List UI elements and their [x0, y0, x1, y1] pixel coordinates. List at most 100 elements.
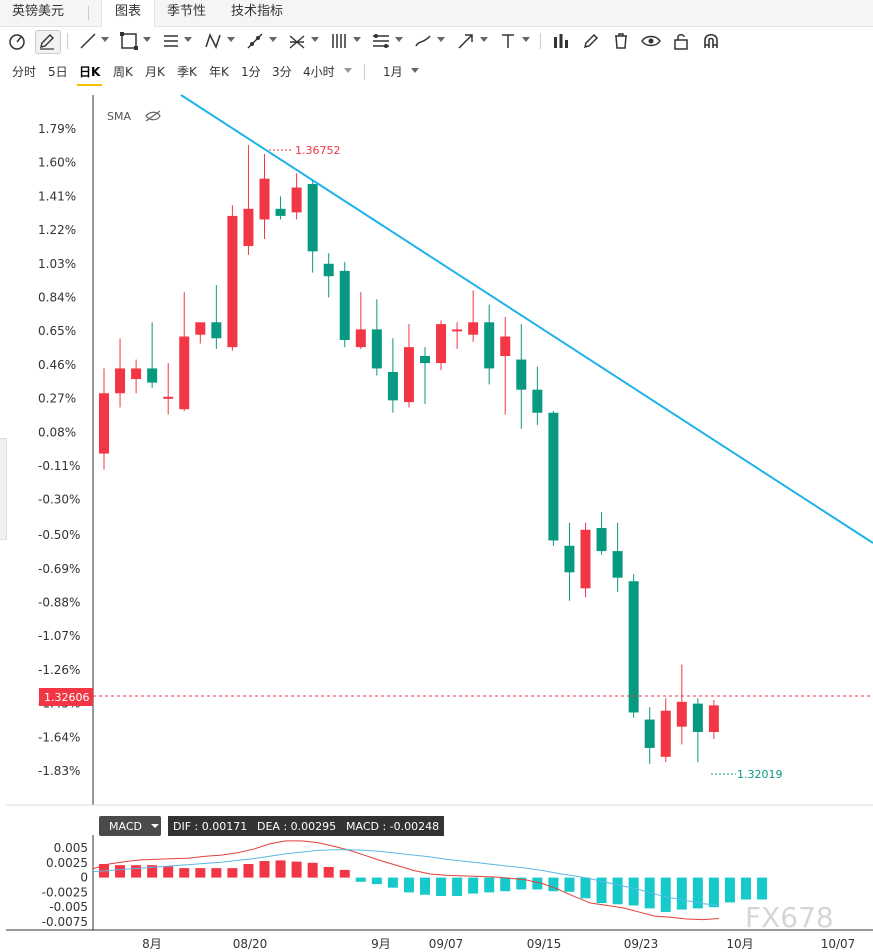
- period-item[interactable]: 分时: [12, 65, 37, 79]
- period-item[interactable]: 月K: [145, 65, 165, 79]
- macd-selector[interactable]: [99, 816, 161, 836]
- arrow-icon[interactable]: [456, 31, 476, 51]
- line-icon[interactable]: [78, 31, 98, 51]
- tab-symbol[interactable]: 英镑美元: [12, 4, 65, 19]
- price-tick-label: 0.08%: [38, 425, 76, 439]
- candle-body: [259, 178, 270, 220]
- macd-hist-bar: [147, 865, 158, 878]
- lock-icon[interactable]: [671, 31, 691, 51]
- pattern-icon[interactable]: [203, 31, 223, 51]
- candle-body: [692, 703, 703, 732]
- watermark: FX678: [745, 901, 834, 934]
- macd-hist-bar: [676, 877, 687, 910]
- candle-body: [115, 368, 126, 394]
- period-item[interactable]: 5日: [48, 65, 68, 79]
- gauge-icon[interactable]: [7, 31, 27, 51]
- candle-body: [580, 529, 591, 589]
- period-item[interactable]: 1分: [241, 65, 261, 79]
- price-tick-label: -1.64%: [38, 730, 80, 744]
- chevron-down-icon[interactable]: [227, 37, 235, 42]
- period-item[interactable]: 周K: [113, 65, 133, 79]
- period-item[interactable]: 季K: [177, 65, 197, 79]
- price-tick-label: -1.83%: [38, 764, 80, 778]
- time-tick-label: 09/23: [624, 937, 659, 951]
- chevron-down-icon[interactable]: [437, 37, 445, 42]
- text-icon[interactable]: [498, 31, 518, 51]
- range-select[interactable]: 1月: [383, 65, 403, 79]
- price-tick-label: -0.88%: [38, 596, 80, 610]
- macd-hist-bar: [757, 877, 768, 900]
- chevron-down-icon[interactable]: [311, 37, 319, 42]
- candle-body: [387, 371, 398, 401]
- candle-body: [548, 412, 559, 541]
- eye-icon[interactable]: [641, 31, 661, 51]
- pen-edit-icon[interactable]: [35, 30, 61, 54]
- macd-title: MACD: [109, 820, 142, 833]
- chevron-down-icon[interactable]: [151, 824, 159, 828]
- price-tick-label: 0.84%: [38, 290, 76, 304]
- channel-icon[interactable]: [371, 31, 391, 51]
- tab-seasonal[interactable]: 季节性: [167, 4, 207, 19]
- candle-body: [179, 336, 190, 410]
- eye-hidden-icon[interactable]: [145, 110, 161, 122]
- chevron-down-icon[interactable]: [522, 37, 530, 42]
- macd-hist-bar: [227, 868, 238, 878]
- chevron-down-icon[interactable]: [344, 68, 352, 73]
- trendline[interactable]: [180, 94, 873, 544]
- macd-tick-label: 0: [80, 871, 88, 885]
- candle-body: [484, 322, 495, 369]
- candle-body: [195, 322, 206, 335]
- top-tabs: 英镑美元 图表 季节性 技术指标: [0, 0, 873, 27]
- ray-icon[interactable]: [245, 31, 265, 51]
- chevron-down-icon[interactable]: [395, 37, 403, 42]
- indicator-label: SMA: [107, 110, 131, 123]
- rect-icon[interactable]: [119, 31, 139, 51]
- candle-body: [323, 263, 334, 277]
- macd-hist-bar: [323, 866, 334, 878]
- tab-chart[interactable]: 图表: [101, 0, 155, 27]
- period-divider: [364, 64, 365, 80]
- price-tick-label: 1.03%: [38, 257, 76, 271]
- macd-hist-bar: [243, 863, 254, 878]
- chevron-down-icon[interactable]: [269, 37, 277, 42]
- brush-icon[interactable]: [413, 31, 433, 51]
- parallel-icon[interactable]: [161, 31, 181, 51]
- macd-dif-line: [92, 840, 719, 921]
- macd-hist-bar: [580, 877, 591, 899]
- barchart-icon[interactable]: [551, 31, 571, 51]
- macd-hist-bar: [387, 877, 398, 888]
- macd-dif-readout: DIF : 0.00171: [173, 820, 247, 833]
- time-tick-label: 09/15: [527, 937, 562, 951]
- price-tick-label: 1.60%: [38, 156, 76, 170]
- chevron-down-icon[interactable]: [411, 68, 419, 73]
- trash-icon[interactable]: [611, 31, 631, 51]
- high-label: 1.36752: [295, 144, 341, 157]
- period-item[interactable]: 4小时: [303, 65, 335, 79]
- price-tick-label: -1.07%: [38, 629, 80, 643]
- tab-indicators[interactable]: 技术指标: [231, 4, 284, 19]
- chevron-down-icon[interactable]: [143, 37, 151, 42]
- macd-hist-bar: [564, 877, 575, 892]
- price-tick-label: 1.41%: [38, 189, 76, 203]
- pencil-icon[interactable]: [581, 31, 601, 51]
- price-tick-label: -0.30%: [38, 493, 80, 507]
- candle-body: [211, 322, 222, 339]
- chevron-down-icon[interactable]: [101, 37, 109, 42]
- candle-body: [307, 183, 318, 252]
- period-item[interactable]: 年K: [209, 65, 229, 79]
- period-item[interactable]: 3分: [272, 65, 292, 79]
- macd-hist-bar: [708, 877, 719, 908]
- macd-hist-bar: [275, 860, 286, 878]
- macd-hist-bar: [692, 877, 703, 909]
- fork-icon[interactable]: [287, 31, 307, 51]
- price-tick-label: -1.26%: [38, 663, 80, 677]
- chevron-down-icon[interactable]: [480, 37, 488, 42]
- chevron-down-icon[interactable]: [184, 37, 192, 42]
- macd-hist-bar: [163, 866, 174, 878]
- fib-icon[interactable]: [329, 31, 349, 51]
- sidebar-collapse-handle[interactable]: [0, 438, 7, 540]
- period-item-active[interactable]: 日K: [76, 65, 103, 86]
- candle-body: [403, 347, 414, 403]
- magnet-icon[interactable]: [701, 31, 721, 51]
- chevron-down-icon[interactable]: [353, 37, 361, 42]
